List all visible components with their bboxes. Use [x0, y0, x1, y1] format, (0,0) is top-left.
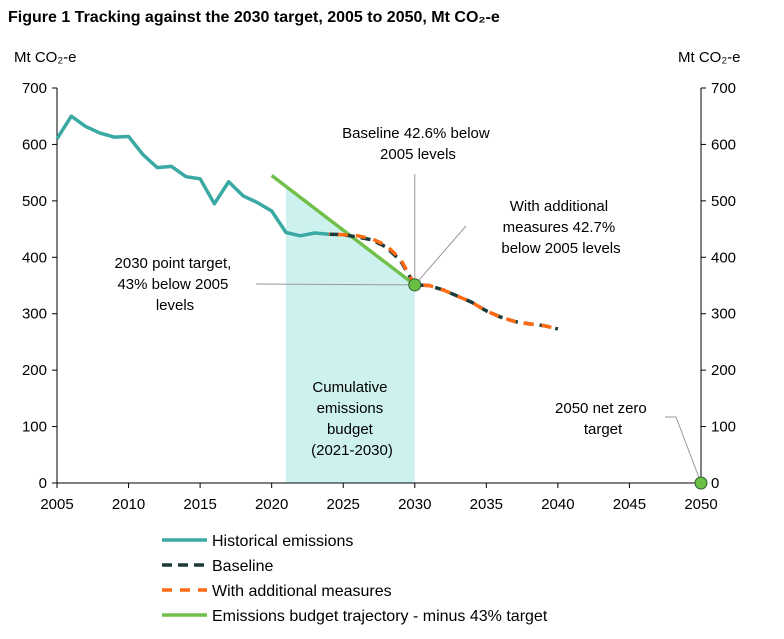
- budget-label-line: budget: [327, 421, 374, 438]
- x-tick-label: 2030: [398, 496, 431, 513]
- axes: 0 0 100 100 200 200 300 300 400 400 500 500 600 600 70…: [22, 80, 736, 513]
- legend-label: Emissions budget trajectory - minus 43% …: [212, 608, 548, 625]
- target-points: [408, 278, 708, 490]
- series-line-with-additional-measures: [328, 232, 559, 331]
- x-tick-label: 2025: [327, 496, 360, 513]
- x-tick-label: 2050: [684, 496, 717, 513]
- y-tick-label-right: 500: [711, 193, 736, 210]
- x-tick-label: 2035: [470, 496, 503, 513]
- baseline-annotation-line: Baseline 42.6% below: [342, 125, 490, 142]
- 2050-net-zero-target-marker: [694, 476, 708, 490]
- budget-label-line: Cumulative: [312, 379, 387, 396]
- point-target-annotation-line: 43% below 2005: [117, 276, 228, 293]
- point-target-annotation-line: 2030 point target,: [115, 255, 232, 272]
- figure-title: Figure 1 Tracking against the 2030 targe…: [8, 9, 500, 26]
- x-tick-label: 2015: [183, 496, 216, 513]
- point-target-annotation-line: levels: [156, 297, 194, 314]
- x-tick-label: 2045: [613, 496, 646, 513]
- budget-label-line: (2021-2030): [311, 442, 393, 459]
- additional-annotation-line: below 2005 levels: [501, 240, 620, 257]
- legend-label: Baseline: [212, 558, 273, 575]
- y-axis-unit-left: Mt CO₂-e: [14, 49, 77, 66]
- additional-annotation-line: With additional: [510, 198, 608, 215]
- additional-measures-annotation: With additional measures 42.7% below 200…: [501, 198, 620, 257]
- y-axis-unit-right: Mt CO₂-e: [678, 49, 741, 66]
- net-zero-annotation-line: target: [584, 421, 623, 438]
- net-zero-callout-line: [665, 416, 702, 484]
- y-tick-label-right: 200: [711, 362, 736, 379]
- series-line-emissions-budget-trajectory-minus-43-target: [270, 174, 416, 287]
- x-tick-label: 2005: [40, 496, 73, 513]
- y-tick-label-right: 400: [711, 249, 736, 266]
- budget-area: [285, 185, 415, 483]
- y-tick-label-left: 500: [22, 193, 47, 210]
- y-tick-label-left: 300: [22, 306, 47, 323]
- callout-lines: [255, 174, 702, 484]
- y-tick-label-left: 400: [22, 249, 47, 266]
- y-tick-label-right: 100: [711, 419, 736, 436]
- y-tick-label-left: 200: [22, 362, 47, 379]
- y-tick-label-left: 700: [22, 80, 47, 97]
- x-tick-label: 2010: [112, 496, 145, 513]
- budget-label: Cumulative emissions budget (2021-2030): [311, 379, 393, 459]
- x-tick-label: 2020: [255, 496, 288, 513]
- legend-label: Historical emissions: [212, 533, 353, 550]
- budget-label-line: emissions: [317, 400, 384, 417]
- net-zero-annotation: 2050 net zero target: [555, 400, 651, 438]
- baseline-annotation-line: 2005 levels: [380, 146, 456, 163]
- y-tick-label-right: 300: [711, 306, 736, 323]
- baseline-annotation: Baseline 42.6% below 2005 levels: [342, 125, 494, 163]
- y-tick-label-right: 700: [711, 80, 736, 97]
- y-tick-label-left: 600: [22, 136, 47, 153]
- point-target-callout-line: [255, 283, 415, 286]
- y-tick-label-left: 0: [39, 475, 47, 492]
- series-lines: [55, 114, 559, 331]
- additional-annotation-line: measures 42.7%: [503, 219, 616, 236]
- legend: Historical emissions Baseline With additio…: [162, 533, 548, 625]
- y-tick-label-left: 100: [22, 419, 47, 436]
- x-tick-label: 2040: [541, 496, 574, 513]
- legend-label: With additional measures: [212, 583, 392, 600]
- point-target-annotation: 2030 point target, 43% below 2005 levels: [115, 255, 236, 314]
- additional-callout-line: [414, 225, 467, 286]
- series-line-historical-emissions: [55, 114, 330, 238]
- y-tick-label-right: 0: [711, 475, 719, 492]
- y-tick-label-right: 600: [711, 136, 736, 153]
- 2030-point-target-marker: [408, 278, 422, 292]
- net-zero-annotation-line: 2050 net zero: [555, 400, 647, 417]
- budget-shaded-region: [285, 185, 415, 483]
